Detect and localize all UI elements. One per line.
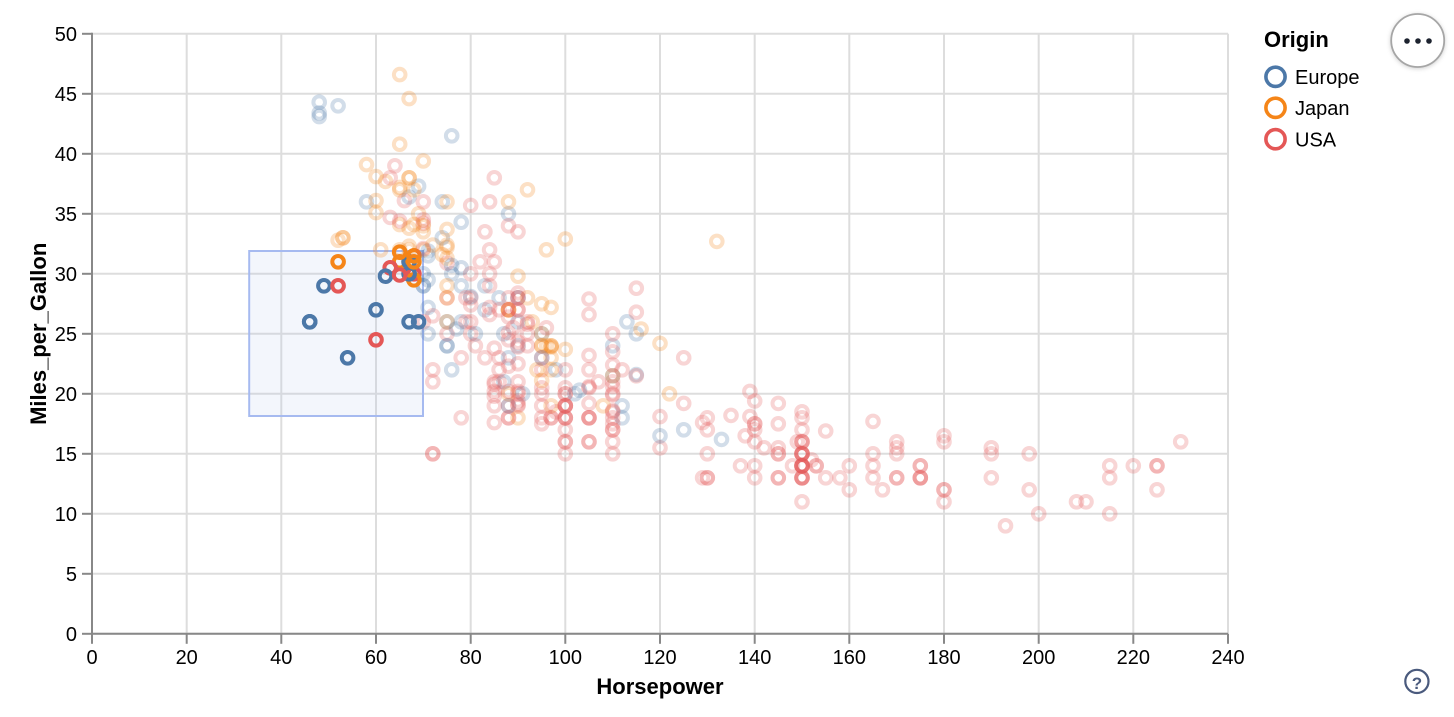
svg-text:0: 0 <box>86 647 97 669</box>
svg-text:100: 100 <box>549 647 582 669</box>
svg-text:5: 5 <box>66 564 77 586</box>
svg-text:Europe: Europe <box>1295 67 1360 89</box>
svg-text:USA: USA <box>1295 130 1337 152</box>
svg-text:20: 20 <box>55 384 77 406</box>
svg-text:50: 50 <box>55 24 77 46</box>
svg-text:45: 45 <box>55 84 77 106</box>
svg-text:200: 200 <box>1022 647 1055 669</box>
svg-text:80: 80 <box>460 647 482 669</box>
svg-text:20: 20 <box>176 647 198 669</box>
svg-text:40: 40 <box>55 144 77 166</box>
svg-text:35: 35 <box>55 204 77 226</box>
svg-text:240: 240 <box>1211 647 1244 669</box>
svg-text:Japan: Japan <box>1295 98 1350 120</box>
svg-text:15: 15 <box>55 444 77 466</box>
svg-text:Miles_per_Gallon: Miles_per_Gallon <box>26 243 51 425</box>
svg-text:0: 0 <box>66 624 77 646</box>
svg-text:10: 10 <box>55 504 77 526</box>
svg-text:?: ? <box>1412 674 1422 693</box>
svg-text:Horsepower: Horsepower <box>596 674 724 699</box>
svg-text:60: 60 <box>365 647 387 669</box>
svg-text:120: 120 <box>643 647 676 669</box>
svg-text:140: 140 <box>738 647 771 669</box>
svg-text:220: 220 <box>1117 647 1150 669</box>
svg-text:30: 30 <box>55 264 77 286</box>
svg-text:160: 160 <box>833 647 866 669</box>
svg-text:40: 40 <box>270 647 292 669</box>
svg-text:180: 180 <box>927 647 960 669</box>
svg-text:Origin: Origin <box>1264 27 1329 52</box>
svg-text:25: 25 <box>55 324 77 346</box>
